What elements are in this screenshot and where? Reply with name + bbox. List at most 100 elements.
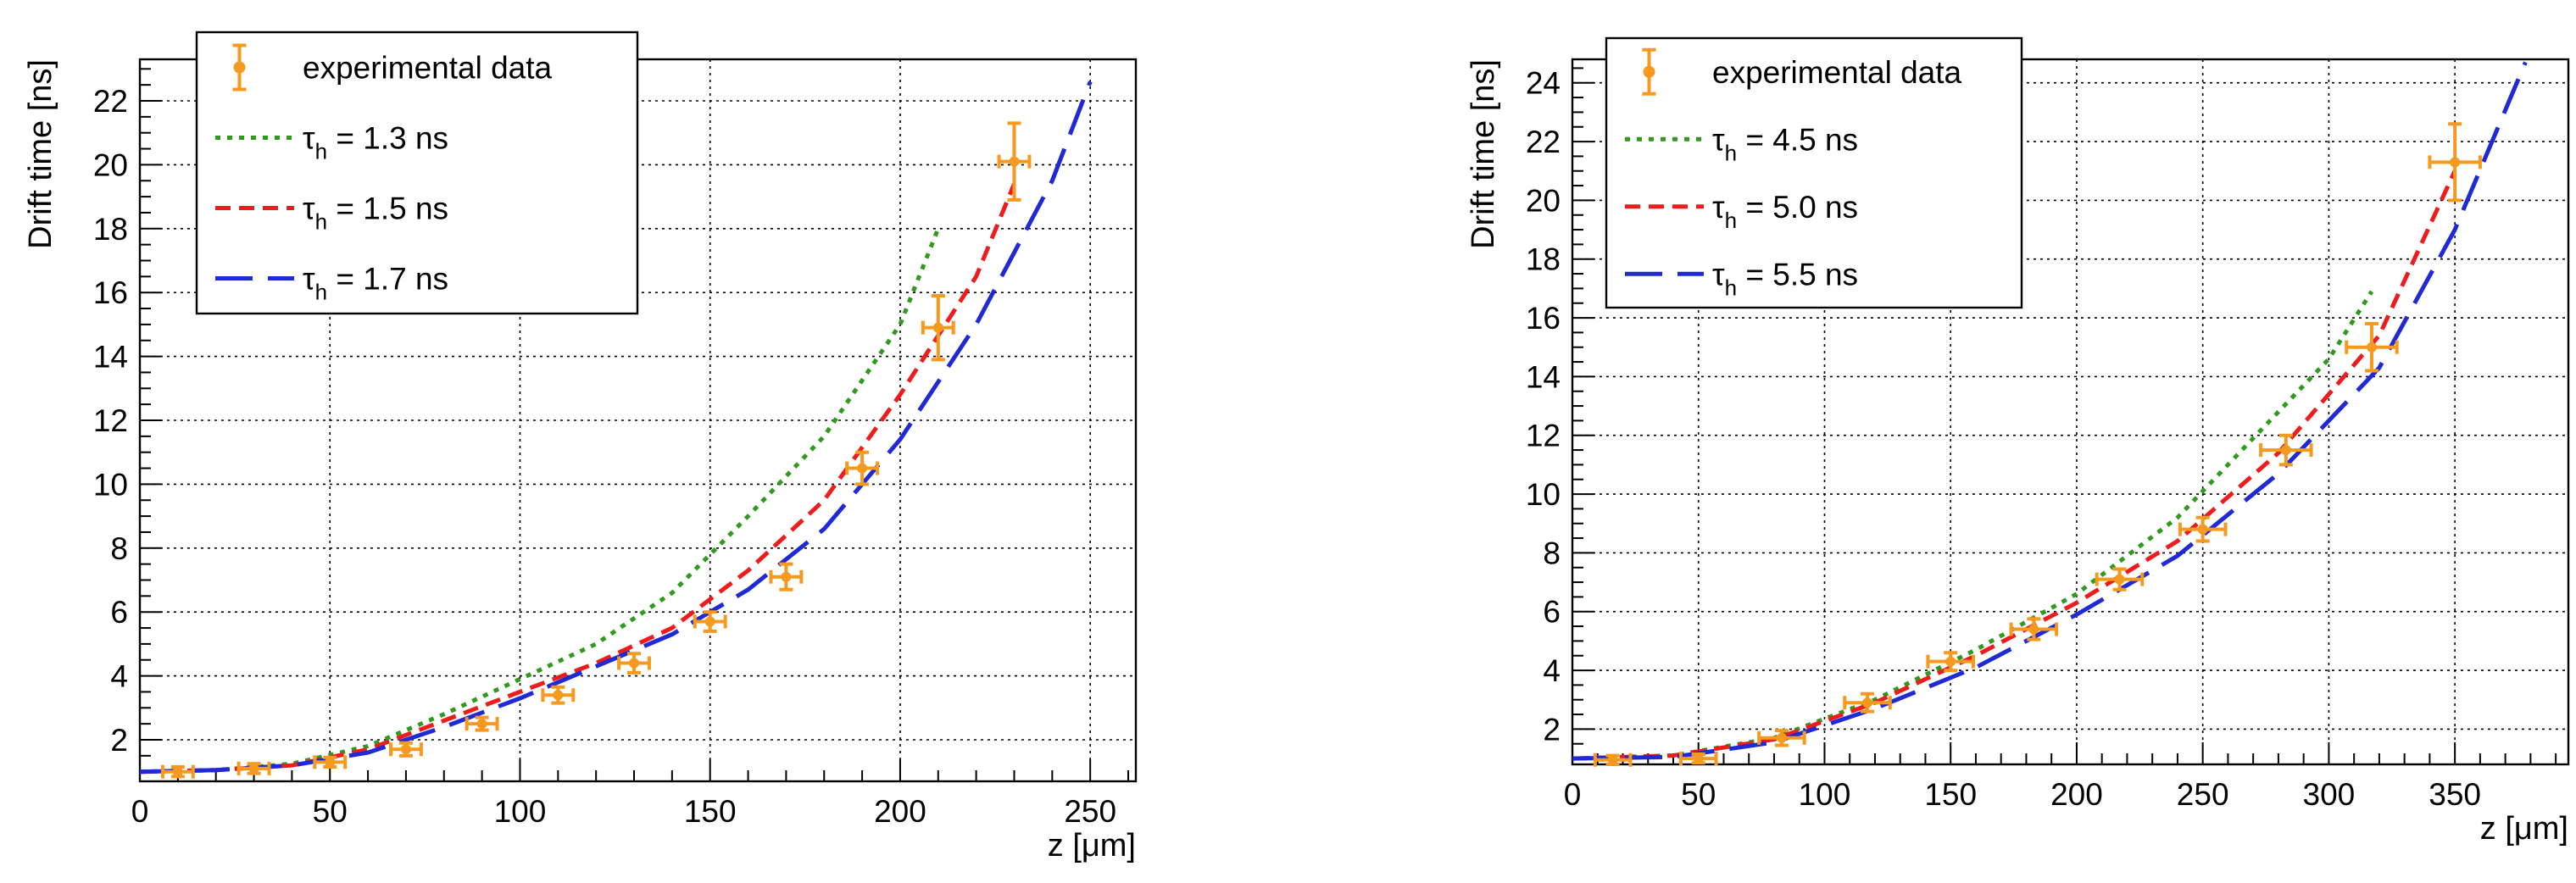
y-tick-label: 4 — [110, 659, 128, 694]
y-tick-label: 20 — [1526, 183, 1561, 218]
tick-marks — [139, 68, 1130, 781]
plot-frame — [1571, 58, 2570, 766]
data-point — [465, 715, 499, 732]
data-point — [2345, 322, 2399, 373]
x-tick-label: 100 — [494, 794, 547, 829]
data-point — [2178, 515, 2228, 543]
experimental-data-points — [160, 121, 1032, 779]
x-tick-label: 50 — [1681, 777, 1716, 812]
legend-label: τh = 1.5 ns — [303, 192, 448, 235]
x-tick-label: 0 — [1564, 777, 1582, 812]
legend-value: = 5.0 ns — [1737, 190, 1858, 225]
data-point — [617, 652, 651, 675]
legend-subscript: h — [315, 139, 327, 164]
data-point — [1843, 691, 1892, 714]
legend-tau: τ — [303, 121, 315, 156]
y-tick-label: 2 — [1543, 712, 1561, 747]
y-tick-label: 18 — [93, 212, 128, 247]
x-tick-label: 300 — [2303, 777, 2356, 812]
legend-tau: τ — [303, 192, 315, 226]
x-tick-label: 350 — [2429, 777, 2481, 812]
chart-left: 0 50 100 150 200 250 2 4 6 8 10 12 14 16 18 20 22 z [μm] D… — [23, 31, 1138, 864]
data-point — [313, 755, 348, 769]
data-marker — [2366, 342, 2377, 353]
legend-value: = 1.7 ns — [327, 262, 448, 297]
y-tick-label: 14 — [1526, 359, 1561, 394]
legend-label: τh = 1.3 ns — [303, 121, 448, 164]
data-marker — [1693, 753, 1704, 764]
data-point — [388, 741, 423, 758]
data-marker — [2197, 524, 2208, 535]
data-point — [2009, 617, 2059, 641]
legend-subscript: h — [1725, 275, 1737, 300]
data-marker — [1009, 156, 1020, 167]
data-point — [160, 764, 195, 779]
legend-label: τh = 4.5 ns — [1712, 122, 1858, 165]
y-tick-label: 22 — [1526, 125, 1561, 159]
data-marker — [1945, 656, 1956, 667]
legend-subscript: h — [1725, 208, 1737, 233]
legend-entry: experimental data — [232, 43, 553, 92]
data-point — [2428, 122, 2482, 203]
y-tick-label: 24 — [1526, 66, 1561, 101]
legend-value: = 4.5 ns — [1737, 122, 1858, 157]
x-tick-label: 250 — [2177, 777, 2229, 812]
data-marker — [172, 766, 183, 777]
y-tick-label: 14 — [93, 340, 128, 375]
data-marker — [553, 690, 564, 701]
data-marker — [1607, 754, 1618, 765]
y-tick-label: 2 — [110, 723, 128, 758]
series-line-tau-h-1-5-ns — [140, 183, 1016, 775]
legend-entry: τh = 5.5 ns — [1625, 257, 1858, 300]
y-tick-label: 16 — [93, 275, 128, 310]
legend-entry: τh = 1.3 ns — [215, 121, 448, 164]
data-marker — [1776, 732, 1787, 743]
data-point — [541, 685, 576, 705]
series-line-tau-h-1-7-ns — [140, 81, 1093, 775]
data-point — [693, 610, 727, 633]
data-marker — [2028, 624, 2039, 635]
data-marker — [476, 719, 487, 730]
data-point — [1593, 752, 1633, 767]
legend-value: = 1.3 ns — [327, 121, 448, 156]
y-axis-title: Drift time [ns] — [23, 59, 58, 249]
x-tick-label: 0 — [131, 794, 149, 829]
legend-label: experimental data — [1712, 55, 1962, 90]
y-tick-label: 12 — [1526, 419, 1561, 453]
x-axis-title: z [μm] — [2480, 811, 2568, 847]
data-point — [997, 121, 1032, 202]
series-line-tau-h-5-5-ns — [1572, 61, 2528, 761]
y-tick-label: 16 — [1526, 301, 1561, 336]
legend-entry: τh = 1.5 ns — [215, 192, 448, 235]
legend-label: τh = 1.7 ns — [303, 262, 448, 305]
data-point — [921, 293, 955, 362]
legend-value: = 5.5 ns — [1737, 257, 1858, 292]
data-point — [769, 562, 804, 591]
data-point — [845, 450, 880, 486]
x-tick-label: 200 — [874, 794, 926, 829]
legend-box — [195, 31, 639, 315]
data-marker — [629, 658, 640, 669]
data-point — [1757, 729, 1806, 747]
data-point — [1678, 752, 1718, 766]
y-tick-label: 18 — [1526, 242, 1561, 277]
grid — [140, 59, 1136, 781]
legend-box — [1605, 36, 2023, 309]
y-tick-label: 6 — [1543, 595, 1561, 630]
data-marker — [2280, 445, 2291, 456]
legend-tau: τ — [1712, 190, 1725, 225]
legend-tau: τ — [1712, 122, 1725, 157]
y-tick-label: 12 — [93, 403, 128, 438]
legend-tau: τ — [303, 262, 315, 297]
data-marker — [2114, 574, 2125, 585]
legend-tau: τ — [1712, 257, 1725, 292]
x-axis-title: z [μm] — [1048, 828, 1136, 864]
y-tick-label: 4 — [1543, 653, 1561, 688]
y-axis-title: Drift time [ns] — [1466, 59, 1501, 249]
y-tick-label: 20 — [93, 147, 128, 182]
legend-label: τh = 5.5 ns — [1712, 257, 1858, 300]
experimental-data-points — [1593, 122, 2482, 767]
data-marker — [400, 744, 411, 755]
